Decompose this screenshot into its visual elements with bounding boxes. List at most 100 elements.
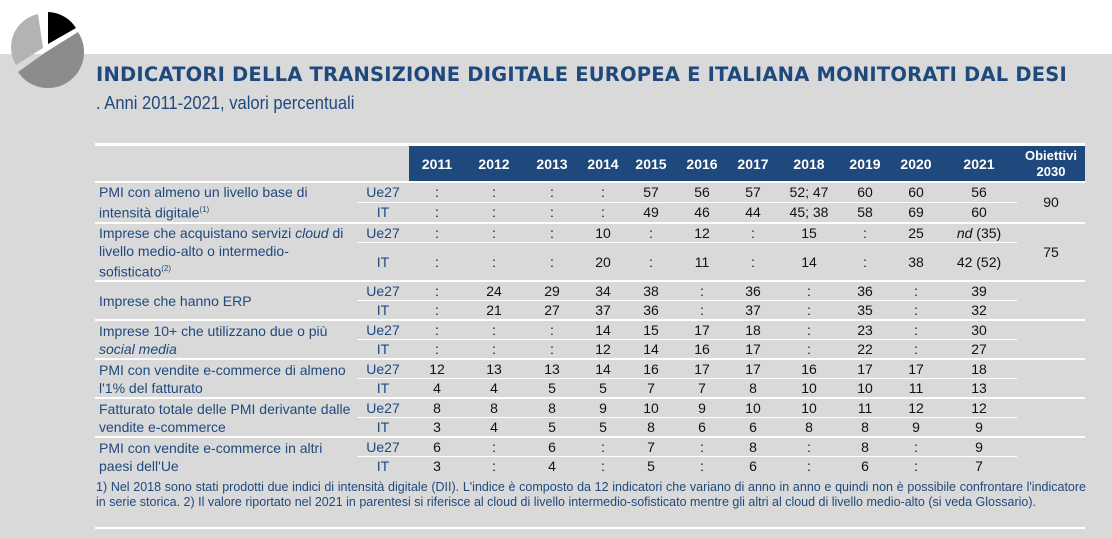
value-cell: 18 bbox=[941, 358, 1017, 379]
value-cell: 13 bbox=[465, 358, 523, 379]
value-cell: 30 bbox=[941, 319, 1017, 340]
value-cell: : bbox=[891, 436, 941, 457]
pie-slice-small bbox=[48, 12, 76, 44]
value-cell: : bbox=[581, 436, 625, 457]
value-cell: 25 bbox=[891, 221, 941, 243]
value-cell: 17 bbox=[839, 358, 891, 379]
value-cell: : bbox=[465, 319, 523, 340]
value-cell: 10 bbox=[727, 397, 779, 418]
value-cell: 14 bbox=[581, 358, 625, 379]
geo-label: Ue27 bbox=[357, 358, 409, 379]
value-cell: 56 bbox=[677, 180, 727, 203]
value-cell: : bbox=[409, 242, 465, 282]
header-target: Obiettivi 2030 bbox=[1017, 146, 1085, 182]
value-cell: 9 bbox=[941, 417, 1017, 438]
value-cell: 21 bbox=[465, 300, 523, 321]
value-cell: 38 bbox=[625, 280, 677, 301]
value-cell: 34 bbox=[581, 280, 625, 301]
table-row: Imprese che acquistano servizi cloud di … bbox=[95, 221, 1085, 282]
value-cell: : bbox=[779, 339, 839, 360]
value-cell: : bbox=[465, 201, 523, 223]
value-cell: 6 bbox=[727, 456, 779, 476]
table-row: IT::::49 46 44 45; 38 58 69 60 bbox=[95, 201, 1085, 223]
header-year: 2012 bbox=[465, 146, 523, 182]
value-cell: 49 bbox=[625, 201, 677, 223]
table-row: PMI con vendite e-commerce di almeno l'1… bbox=[95, 358, 1085, 399]
label-text: PMI con vendite e-commerce di almeno l'1… bbox=[99, 361, 346, 396]
page-title: INDICATORI DELLA TRANSIZIONE DIGITALE EU… bbox=[96, 62, 1096, 118]
indicator-label: Imprese 10+ che utilizzano due o più soc… bbox=[95, 319, 357, 360]
table-row: IT:21 27 37 36:37:35:32 bbox=[95, 300, 1085, 321]
indicator-label: PMI con almeno un livello base di intens… bbox=[95, 181, 357, 223]
value-cell: : bbox=[727, 242, 779, 282]
value-cell: : bbox=[465, 180, 523, 203]
value-cell: : bbox=[465, 221, 523, 243]
header-year: 2021 bbox=[941, 146, 1017, 182]
table-row: IT:::12 14 16 17:22:27 bbox=[95, 339, 1085, 360]
value-cell: : bbox=[779, 436, 839, 457]
header-year: 2017 bbox=[727, 146, 779, 182]
value-cell: : bbox=[891, 339, 941, 360]
indicator-label: PMI con vendite e-commerce in altri paes… bbox=[95, 436, 357, 476]
label-text: di livello medio-alto o intermedio-sofis… bbox=[99, 224, 344, 280]
value-cell: : bbox=[465, 456, 523, 476]
value-cell: 6 bbox=[677, 417, 727, 438]
value-cell: 5 bbox=[581, 378, 625, 399]
value-cell: 9 bbox=[581, 397, 625, 418]
bottom-rule bbox=[95, 527, 1085, 529]
value-cell: 17 bbox=[891, 358, 941, 379]
value-cell: : bbox=[839, 221, 891, 243]
value-cell: : bbox=[523, 319, 581, 340]
table-body: PMI con almeno un livello base di intens… bbox=[95, 180, 1085, 476]
footnotes: 1) Nel 2018 sono stati prodotti due indi… bbox=[96, 480, 1086, 509]
header-year: 2018 bbox=[779, 146, 839, 182]
table-row: PMI con vendite e-commerce in altri paes… bbox=[95, 436, 1085, 476]
value-cell: 46 bbox=[677, 201, 727, 223]
value-cell: : bbox=[523, 221, 581, 243]
value-cell: 10 bbox=[581, 221, 625, 243]
value-cell: 5 bbox=[625, 456, 677, 476]
target-cell bbox=[1017, 358, 1085, 399]
value-cell: 6 bbox=[839, 456, 891, 476]
value-cell: nd (35) bbox=[941, 221, 1017, 243]
value-cell: 60 bbox=[891, 180, 941, 203]
table-row: IT 3:4:5:6:6:7 bbox=[95, 456, 1085, 476]
top-rule bbox=[95, 143, 1085, 146]
value-cell: 22 bbox=[839, 339, 891, 360]
target-cell: 75 bbox=[1017, 221, 1085, 282]
geo-label: Ue27 bbox=[357, 280, 409, 301]
label-text: Imprese che hanno ERP bbox=[99, 292, 252, 309]
table-row: PMI con almeno un livello base di intens… bbox=[95, 180, 1085, 223]
header-year: 2011 bbox=[409, 146, 465, 182]
value-cell: 57 bbox=[727, 180, 779, 203]
header-year: 2016 bbox=[677, 146, 727, 182]
value-cell: 14 bbox=[625, 339, 677, 360]
value-cell: : bbox=[677, 280, 727, 301]
value-cell: 58 bbox=[839, 201, 891, 223]
value-cell: 36 bbox=[727, 280, 779, 301]
value-cell: 17 bbox=[677, 358, 727, 379]
geo-label: Ue27 bbox=[357, 180, 409, 203]
value-cell: 52; 47 bbox=[779, 180, 839, 203]
value-cell: 15 bbox=[779, 221, 839, 243]
value-cell: : bbox=[891, 280, 941, 301]
value-cell: 8 bbox=[727, 378, 779, 399]
value-cell: 8 bbox=[779, 417, 839, 438]
geo-label: IT bbox=[357, 417, 409, 438]
title-subtitle: . Anni 2011-2021, valori percentuali bbox=[96, 93, 355, 113]
value-cell: : bbox=[409, 339, 465, 360]
label-text: Fatturato totale delle PMI derivante dal… bbox=[99, 400, 351, 435]
value-cell: : bbox=[677, 300, 727, 321]
value-cell: 12 bbox=[581, 339, 625, 360]
value-cell: : bbox=[727, 221, 779, 243]
geo-label: Ue27 bbox=[357, 221, 409, 243]
value-cell: : bbox=[465, 339, 523, 360]
value-cell: : bbox=[677, 456, 727, 476]
value-cell: 37 bbox=[581, 300, 625, 321]
value-cell: : bbox=[409, 280, 465, 301]
value-cell: 3 bbox=[409, 417, 465, 438]
value-cell: : bbox=[891, 456, 941, 476]
value-cell: : bbox=[581, 201, 625, 223]
pie-slice-large bbox=[18, 32, 84, 89]
header-year: 2015 bbox=[625, 146, 677, 182]
